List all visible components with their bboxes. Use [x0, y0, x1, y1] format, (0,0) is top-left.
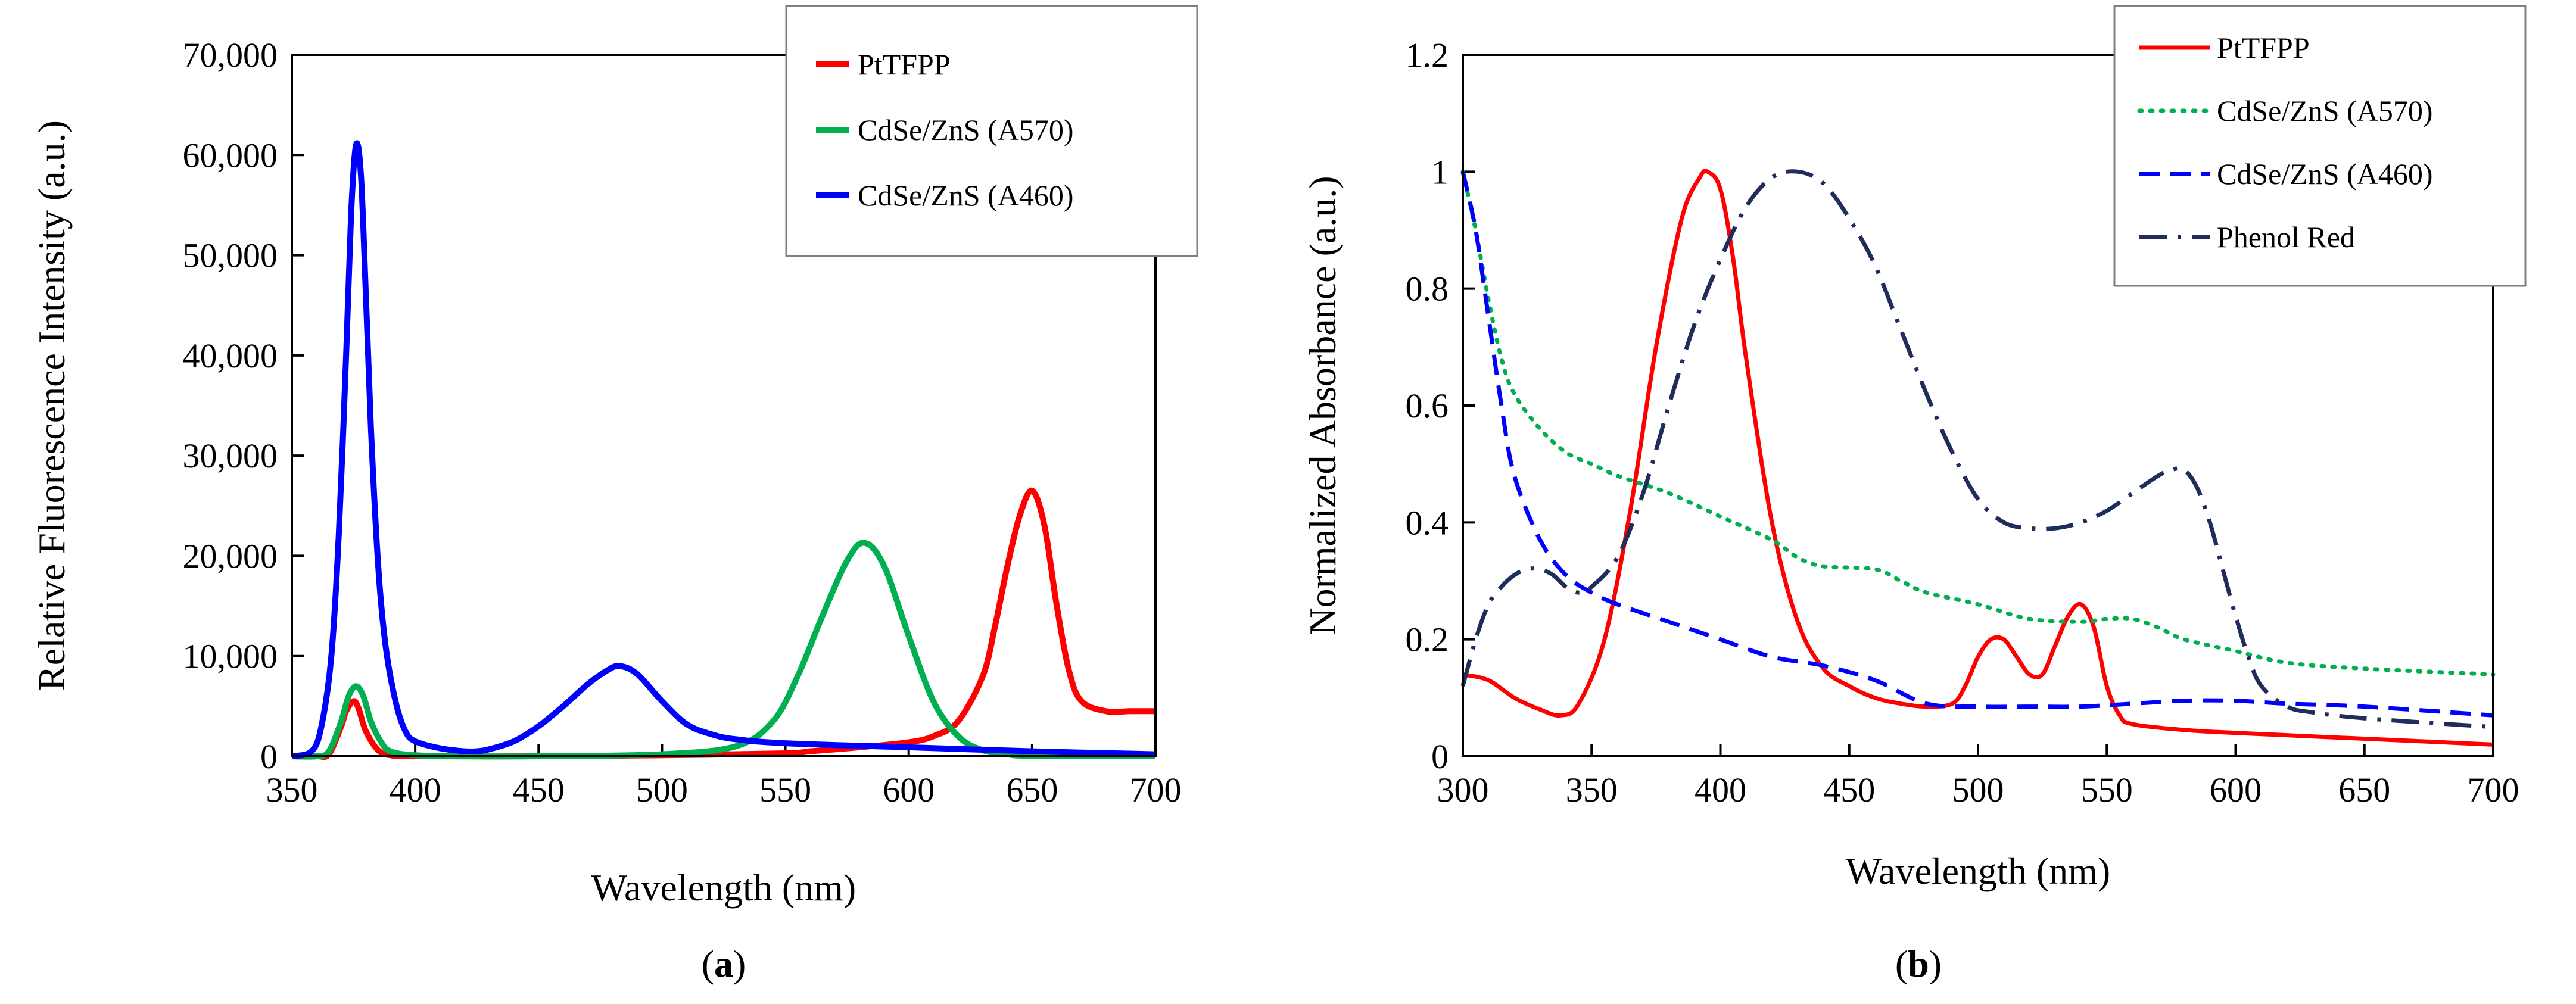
chart-a-ytick-label: 20,000 — [183, 537, 278, 575]
chart-a-ytick-label: 50,000 — [183, 236, 278, 275]
chart-b-legend-label: CdSe/ZnS (A570) — [2217, 94, 2433, 127]
chart-a-xtick-label: 350 — [266, 771, 318, 809]
chart-a: 350 400 450 500 550 600 650 700 0 10,000 20,000 30,… — [30, 5, 1198, 985]
chart-b-ytick-label: 1 — [1431, 152, 1449, 191]
chart-b-xtick-label: 600 — [2210, 771, 2262, 809]
chart-b-xtick-label: 450 — [1823, 771, 1875, 809]
chart-b-xtick-label: 300 — [1437, 771, 1489, 809]
chart-a-xtick-label: 450 — [513, 771, 565, 809]
chart-a-ylabel: Relative Fluorescence Intensity (a.u.) — [30, 120, 73, 691]
chart-a-legend-box — [785, 5, 1198, 257]
chart-a-ytick-label: 60,000 — [183, 136, 278, 174]
chart-b-panel-label: (b) — [1895, 943, 1942, 985]
chart-b-ytick-label: 1.2 — [1406, 36, 1449, 74]
chart-b-legend: PtTFPP CdSe/ZnS (A570) CdSe/ZnS (A460) Phen… — [2113, 5, 2527, 287]
chart-a-legend: PtTFPP CdSe/ZnS (A570) CdSe/ZnS (A460) — [785, 5, 1198, 257]
chart-b-legend-label: Phenol Red — [2217, 220, 2355, 254]
chart-a-ticks: 350 400 450 500 550 600 650 700 0 10,000 20,000 30,… — [183, 36, 1182, 809]
chart-b-xtick-label: 700 — [2468, 771, 2519, 809]
chart-b-ytick-label: 0.6 — [1406, 386, 1449, 425]
chart-b-xtick-label: 550 — [2081, 771, 2133, 809]
chart-a-legend-label: PtTFPP — [858, 48, 951, 81]
chart-b-xlabel: Wavelength (nm) — [1846, 850, 2110, 892]
chart-b-xtick-label: 350 — [1566, 771, 1618, 809]
chart-a-ytick-label: 40,000 — [183, 336, 278, 375]
chart-b: 300 350 400 450 500 550 600 650 700 0 0.2 0.4 0.6 0.8… — [1301, 5, 2527, 985]
chart-a-ytick-label: 70,000 — [183, 36, 278, 74]
chart-a-xtick-label: 400 — [390, 771, 441, 809]
chart-a-series-line-2 — [291, 540, 1156, 760]
chart-a-panel-label: (a) — [702, 943, 746, 985]
chart-b-ytick-label: 0.8 — [1406, 270, 1449, 308]
chart-b-xtick-label: 650 — [2338, 771, 2390, 809]
chart-b-series-line-3 — [1460, 171, 2494, 718]
chart-b-ylabel: Normalized Absorbance (a.u.) — [1301, 176, 1344, 635]
chart-b-panel-letter: b — [1908, 943, 1929, 985]
chart-a-ytick-label: 10,000 — [183, 637, 278, 676]
chart-b-ticks: 300 350 400 450 500 550 600 650 700 0 0.2 0.4 0.6 0.8… — [1406, 36, 2519, 809]
chart-a-legend-label: CdSe/ZnS (A460) — [858, 179, 1074, 212]
chart-a-xlabel: Wavelength (nm) — [591, 866, 856, 909]
chart-b-plot-frame — [1462, 54, 2494, 757]
chart-a-series-line-3 — [291, 140, 1156, 759]
chart-b-ytick-label: 0.2 — [1406, 621, 1449, 659]
chart-a-xtick-label: 650 — [1006, 771, 1058, 809]
chart-b-ytick-label: 0.4 — [1406, 503, 1449, 542]
chart-a-xtick-label: 700 — [1130, 771, 1182, 809]
chart-a-ytick-label: 0 — [260, 737, 278, 776]
chart-a-xtick-label: 550 — [759, 771, 811, 809]
chart-b-xtick-label: 400 — [1695, 771, 1746, 809]
chart-a-ytick-label: 30,000 — [183, 436, 278, 475]
chart-b-legend-label: PtTFPP — [2217, 31, 2310, 64]
chart-a-xtick-label: 600 — [883, 771, 935, 809]
chart-b-legend-label: CdSe/ZnS (A460) — [2217, 157, 2433, 191]
chart-b-legend-box — [2113, 5, 2527, 287]
chart-b-series-line-4 — [1460, 169, 2494, 729]
chart-b-series — [1460, 169, 2496, 747]
chart-a-series-line-1 — [291, 488, 1155, 760]
chart-a-series — [291, 140, 1156, 760]
chart-a-legend-label: CdSe/ZnS (A570) — [858, 113, 1074, 146]
chart-a-panel-letter: a — [714, 943, 733, 985]
chart-a-xtick-label: 500 — [636, 771, 688, 809]
chart-a-plot-frame — [291, 54, 1157, 757]
chart-b-ytick-label: 0 — [1431, 737, 1449, 776]
chart-b-xtick-label: 500 — [1952, 771, 2004, 809]
chart-b-series-line-2 — [1460, 169, 2496, 677]
chart-b-series-line-1 — [1462, 169, 2494, 747]
